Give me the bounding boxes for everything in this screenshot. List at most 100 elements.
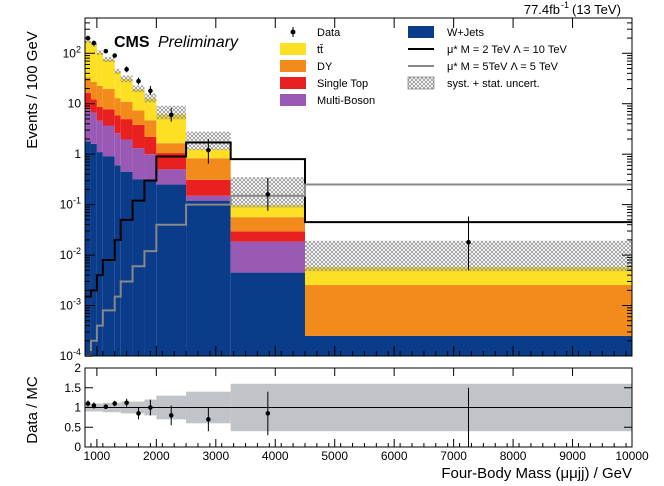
svg-text:Multi-Boson: Multi-Boson [317, 95, 375, 107]
legend-item-signal-2tev: μ* M = 2 TeV Λ = 10 TeV [408, 44, 568, 56]
ratio-point-1 [91, 403, 97, 408]
bar-0-6 [132, 179, 145, 356]
bar-1-3 [102, 125, 115, 157]
bar-1-6 [132, 148, 145, 180]
ratio-uncertainty-band [85, 383, 632, 432]
bar-2-2 [96, 107, 103, 121]
bar-0-7 [144, 180, 157, 356]
bar-4-10 [230, 205, 305, 218]
ratio-point-0 [85, 401, 91, 406]
xtick-label: 2000 [143, 449, 170, 463]
bar-1-7 [144, 154, 157, 181]
ratio-point-2 [103, 404, 109, 410]
top-ytick-label: 1 [74, 147, 81, 161]
bar-2-0 [85, 93, 91, 110]
ratio-ytick-label: 0 [74, 440, 81, 454]
data-point-10 [466, 239, 471, 245]
top-ytick-label: 10-2 [60, 246, 81, 262]
ratio-ytick-label: 1.5 [64, 381, 81, 395]
bar-2-5 [120, 119, 133, 140]
bar-3-9 [186, 158, 231, 180]
bar-0-3 [102, 156, 115, 356]
cms-label: CMS [114, 34, 150, 51]
bar-3-5 [120, 101, 133, 120]
top-ylabel: Events / 100 GeV [24, 31, 41, 149]
bar-2-6 [132, 124, 145, 149]
bar-3-4 [114, 98, 121, 116]
top-frame [84, 17, 633, 357]
uncertainty-bin-2 [96, 50, 103, 55]
bar-3-8 [156, 143, 187, 154]
bar-0-4 [114, 165, 121, 356]
ratio-ytick-label: 1 [74, 401, 81, 415]
ratio-point-3 [112, 401, 118, 406]
uncertainty-bin-6 [132, 85, 145, 93]
data-point-9 [265, 192, 271, 197]
legend-item-ttbar: tt̄ [280, 43, 323, 56]
bar-3-7 [144, 120, 157, 137]
svg-text:μ* M = 2 TeV Λ = 10 TeV: μ* M = 2 TeV Λ = 10 TeV [447, 44, 568, 56]
bar-4-1 [90, 44, 97, 82]
ratio-point-9 [265, 411, 271, 416]
preliminary-label: Preliminary [158, 34, 239, 51]
bar-1-4 [114, 133, 121, 166]
bar-4-5 [120, 78, 133, 102]
data-point-4 [124, 67, 129, 72]
legend-item-multi-boson: Multi-Boson [280, 94, 375, 107]
bar-1-0 [85, 109, 91, 142]
uncertainty-bin-3 [102, 56, 115, 63]
bar-2-3 [102, 109, 115, 126]
bar-3-0 [85, 77, 91, 94]
bar-2-9 [186, 179, 231, 196]
legend-item-wjets: W+Jets [408, 26, 484, 39]
bar-1-9 [186, 195, 231, 201]
xtick-label: 3000 [202, 449, 229, 463]
svg-text:syst. + stat. uncert.: syst. + stat. uncert. [447, 78, 540, 90]
bar-3-3 [102, 88, 115, 110]
data-point-7 [168, 112, 174, 118]
bar-0-1 [90, 143, 97, 356]
bar-4-3 [102, 59, 115, 89]
bar-2-7 [144, 136, 157, 155]
lumi-label: 77.4fb [524, 2, 560, 17]
bar-4-7 [144, 98, 157, 121]
svg-text:Single Top: Single Top [317, 78, 368, 90]
legend: Data tt̄ DY Single Top Multi-Boson W+Jet… [280, 26, 568, 107]
bar-4-11 [304, 267, 632, 286]
data-point-2 [103, 48, 109, 54]
svg-text:W+Jets: W+Jets [447, 27, 484, 39]
top-ytick-label: 10-1 [60, 196, 81, 212]
legend-item-signal-5tev: μ* M = 5TeV Λ = 5 TeV [408, 61, 559, 73]
ratio-ytick-label: 0.5 [64, 420, 81, 434]
uncertainty-bin-4 [114, 68, 121, 75]
energy-label: (13 TeV) [572, 2, 621, 17]
ratio-point-8 [206, 417, 211, 422]
bar-0-0 [85, 141, 91, 356]
uncertainty-bin-0 [85, 38, 91, 44]
bar-1-8 [156, 169, 187, 185]
ratio-point-7 [168, 413, 174, 418]
svg-text:Data: Data [317, 27, 341, 39]
xtick-label: 1000 [84, 449, 111, 463]
top-ytick-label: 102 [63, 44, 81, 60]
xtick-label: 9000 [559, 449, 586, 463]
ratio-points [85, 387, 469, 447]
data-point-6 [148, 88, 153, 94]
bar-1-5 [120, 139, 133, 172]
bar-4-0 [85, 41, 91, 78]
ratio-point-4 [124, 400, 129, 406]
ratio-point-5 [136, 411, 141, 416]
bar-4-2 [96, 52, 103, 86]
uncertainty-bin-5 [120, 75, 133, 83]
bar-3-1 [90, 81, 97, 100]
bottom-ylabel: Data / MC [24, 376, 41, 444]
bar-0-2 [96, 152, 103, 356]
bar-2-4 [114, 115, 121, 134]
bar-2-10 [230, 231, 305, 242]
ratio-point-6 [148, 405, 153, 410]
data-point-3 [112, 53, 118, 58]
signal-line-1 [85, 183, 632, 357]
xtick-label: 7000 [440, 449, 467, 463]
svg-text:tt̄: tt̄ [317, 44, 323, 56]
